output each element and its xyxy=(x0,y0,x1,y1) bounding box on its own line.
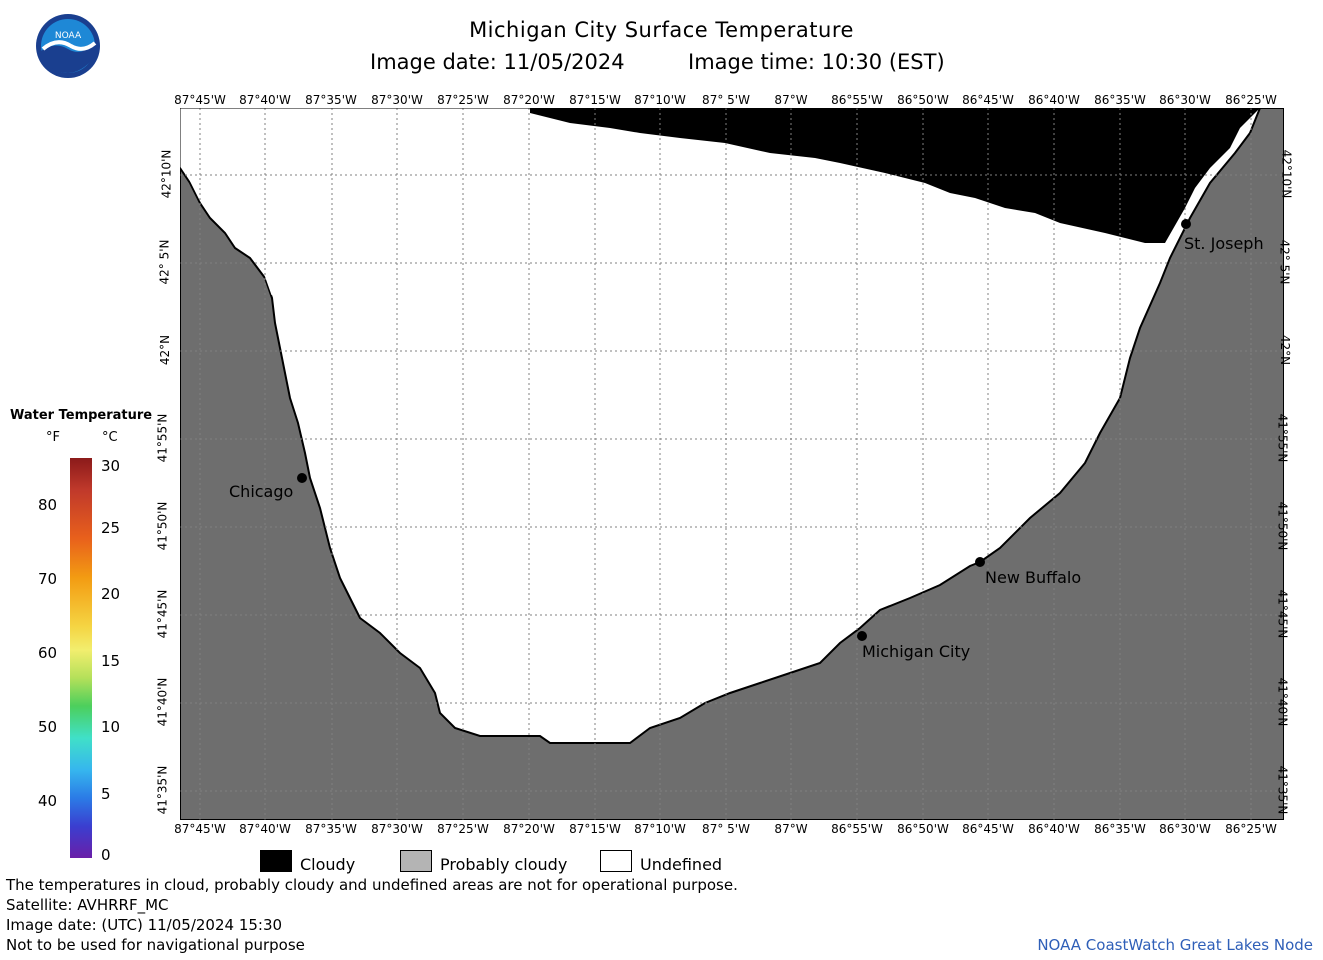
lon-label: 86°50'W xyxy=(897,93,949,107)
c-tick: 15 xyxy=(101,652,121,670)
lat-label: 41°35'N xyxy=(155,765,170,815)
lon-label: 87°15'W xyxy=(569,822,621,836)
lon-label: 86°35'W xyxy=(1094,93,1146,107)
noaa-logo-icon: NOAA xyxy=(36,14,100,78)
key-undefined-swatch xyxy=(600,850,632,872)
lat-label: 41°40'N xyxy=(1275,677,1290,727)
michigan-city-marker xyxy=(857,631,867,641)
key-cloudy-label: Cloudy xyxy=(300,855,356,874)
note-line-2: Satellite: AVHRRF_MC xyxy=(6,896,169,914)
lon-label: 87°20'W xyxy=(503,93,555,107)
lon-label: 87°30'W xyxy=(371,822,423,836)
michigan-city-label: Michigan City xyxy=(862,642,971,661)
lon-label: 87°40'W xyxy=(239,822,291,836)
lon-label: 87°10'W xyxy=(634,822,686,836)
key-probably-cloudy-label: Probably cloudy xyxy=(440,855,568,874)
lat-label: 41°45'N xyxy=(155,589,170,639)
note-line-4: Not to be used for navigational purpose xyxy=(6,936,305,954)
temperature-map xyxy=(180,108,1284,820)
lon-label: 86°25'W xyxy=(1225,93,1277,107)
lon-label: 86°45'W xyxy=(962,822,1014,836)
chicago-label: Chicago xyxy=(229,482,294,501)
lon-label: 87°40'W xyxy=(239,93,291,107)
st-joseph-marker xyxy=(1181,219,1191,229)
lat-label: 41°50'N xyxy=(1275,501,1290,551)
noaa-logo: NOAA xyxy=(35,13,101,79)
c-tick: 5 xyxy=(101,785,111,803)
lon-label: 87° 5'W xyxy=(702,822,750,836)
lon-label: 87°25'W xyxy=(437,93,489,107)
lon-label: 87°45'W xyxy=(174,822,226,836)
lon-label: 87°W xyxy=(774,93,808,107)
lat-label: 41°55'N xyxy=(1275,413,1290,463)
lon-label: 87°15'W xyxy=(569,93,621,107)
key-undefined-label: Undefined xyxy=(640,855,723,874)
lat-label: 41°40'N xyxy=(155,677,170,727)
lat-label: 42° 5'N xyxy=(157,239,172,285)
c-tick: 20 xyxy=(101,585,121,603)
lon-label: 86°30'W xyxy=(1159,822,1211,836)
svg-text:NOAA: NOAA xyxy=(55,31,82,41)
f-tick: 70 xyxy=(38,570,58,588)
key-cloudy-swatch xyxy=(260,850,292,872)
lon-label: 87° 5'W xyxy=(702,93,750,107)
legend-title: Water Temperature xyxy=(10,408,153,423)
lon-label: 86°55'W xyxy=(831,93,883,107)
lat-label: 42° 5'N xyxy=(1277,239,1292,285)
lon-label: 87°35'W xyxy=(305,822,357,836)
key-probably-cloudy-swatch xyxy=(400,850,432,872)
image-date-label: Image date: 11/05/2024 xyxy=(370,50,625,74)
lon-label: 86°30'W xyxy=(1159,93,1211,107)
coastline xyxy=(180,164,273,296)
lon-label: 87°20'W xyxy=(503,822,555,836)
st-joseph-label: St. Joseph xyxy=(1184,234,1264,253)
lon-label: 86°55'W xyxy=(831,822,883,836)
legend-unit-c: °C xyxy=(102,430,118,445)
lon-label: 86°50'W xyxy=(897,822,949,836)
lon-label: 87°30'W xyxy=(371,93,423,107)
lat-label: 41°35'N xyxy=(1275,765,1290,815)
legend-unit-f: °F xyxy=(46,430,60,445)
chicago-marker xyxy=(297,473,307,483)
lon-label: 86°35'W xyxy=(1094,822,1146,836)
c-tick: 25 xyxy=(101,519,121,537)
graticule xyxy=(180,108,1284,820)
lon-label: 87°35'W xyxy=(305,93,357,107)
note-line-1: The temperatures in cloud, probably clou… xyxy=(6,876,738,894)
lon-label: 86°45'W xyxy=(962,93,1014,107)
lon-label: 87°W xyxy=(774,822,808,836)
lon-label: 87°10'W xyxy=(634,93,686,107)
lat-label: 42°N xyxy=(158,334,173,366)
page-title: Michigan City Surface Temperature xyxy=(469,18,854,42)
lat-label: 42°N xyxy=(1278,334,1293,366)
f-tick: 50 xyxy=(38,718,58,736)
lat-label: 42°10'N xyxy=(159,149,174,199)
new-buffalo-marker xyxy=(975,557,985,567)
lat-label: 41°55'N xyxy=(155,413,170,463)
new-buffalo-label: New Buffalo xyxy=(985,568,1082,587)
lat-label: 42°10'N xyxy=(1279,149,1294,199)
c-tick: 30 xyxy=(101,457,121,475)
lon-label: 86°40'W xyxy=(1028,93,1080,107)
note-line-3: Image date: (UTC) 11/05/2024 15:30 xyxy=(6,916,283,934)
lon-label: 86°40'W xyxy=(1028,822,1080,836)
credit-link[interactable]: NOAA CoastWatch Great Lakes Node xyxy=(1037,936,1313,954)
c-tick: 0 xyxy=(101,846,111,864)
c-tick: 10 xyxy=(101,718,121,736)
f-tick: 40 xyxy=(38,792,58,810)
f-tick: 80 xyxy=(38,496,58,514)
land-region xyxy=(180,108,1284,820)
color-scale-bar xyxy=(70,458,92,858)
f-tick: 60 xyxy=(38,644,58,662)
lon-label: 87°25'W xyxy=(437,822,489,836)
lat-label: 41°50'N xyxy=(155,501,170,551)
image-time-label: Image time: 10:30 (EST) xyxy=(688,50,945,74)
lon-label: 86°25'W xyxy=(1225,822,1277,836)
lon-label: 87°45'W xyxy=(174,93,226,107)
lat-label: 41°45'N xyxy=(1275,589,1290,639)
